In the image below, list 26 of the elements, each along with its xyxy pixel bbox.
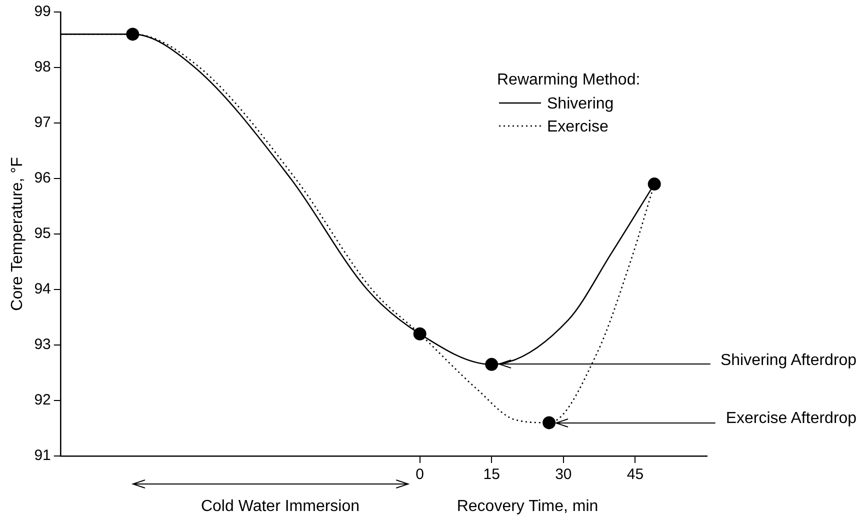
legend-title: Rewarming Method: [497, 71, 640, 88]
point [542, 416, 556, 430]
point [648, 178, 661, 191]
y-tick-label: 91 [34, 447, 51, 464]
y-tick-label: 99 [34, 3, 51, 20]
point [485, 358, 498, 371]
y-tick-label: 93 [34, 336, 51, 354]
y-tick-label: 98 [34, 58, 51, 76]
x-tick-label: 45 [626, 466, 644, 484]
legend-label: Exercise [547, 118, 608, 136]
legend-label: Shivering [547, 95, 614, 112]
x-axis-title: Recovery Time, min [456, 498, 598, 515]
y-tick-label: 95 [34, 225, 51, 242]
y-tick-label: 92 [34, 392, 51, 409]
text: Cold Water Immersion [200, 498, 360, 515]
x-tick-label: 0 [416, 466, 424, 484]
y-tick-label: 96 [34, 170, 51, 187]
annotation: Shivering Afterdrop [720, 352, 857, 369]
y-tick-label: 94 [34, 280, 51, 298]
y-axis-title: Core Temperature, °F [9, 156, 26, 311]
x-tick-label: 15 [483, 466, 500, 484]
point [126, 28, 140, 41]
point [413, 327, 426, 340]
x-tick-label: 30 [555, 466, 572, 484]
y-tick-label: 97 [34, 114, 51, 132]
annotation: Exercise Afterdrop [726, 410, 857, 428]
